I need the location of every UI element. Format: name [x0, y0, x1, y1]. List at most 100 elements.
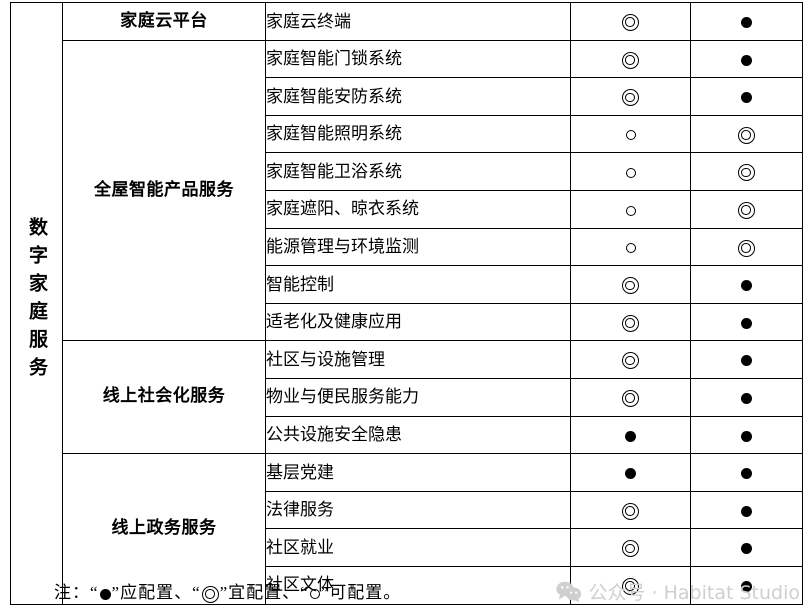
- table-row: 全屋智能产品服务 家庭智能门锁系统: [11, 39, 803, 342]
- requirement-cell-2: [690, 189, 803, 229]
- mark-filled-icon: [741, 581, 752, 593]
- item-name-cell: 能源管理与环境监测: [265, 227, 571, 267]
- mark-double-icon: [622, 502, 639, 520]
- requirement-cell-2: [690, 377, 803, 417]
- table-row: 线上政务服务 基层党建: [11, 453, 803, 605]
- legend-hollow-icon: [309, 589, 320, 600]
- vertical-category-label: 数字家庭服务: [10, 2, 63, 605]
- requirement-cell-1: [570, 528, 691, 567]
- item-name-cell: 公共设施安全隐患: [265, 415, 571, 455]
- item-name-cell: 智能控制: [265, 265, 571, 304]
- requirement-cell-2: [690, 340, 803, 379]
- mark-filled-icon: [625, 430, 636, 442]
- mark-filled-icon: [741, 468, 752, 480]
- requirement-cell-2: [690, 302, 803, 342]
- requirement-cell-1: [570, 377, 691, 417]
- item-name-cell: 基层党建: [265, 453, 571, 492]
- mark-filled-icon: [741, 92, 752, 104]
- table-row: 适老化及健康应用: [11, 302, 803, 342]
- group-label-cell: 线上社会化服务: [62, 340, 266, 455]
- item-name-cell: 家庭遮阳、晾衣系统: [265, 189, 571, 229]
- requirement-cell-1: [570, 490, 691, 530]
- group-label-cell: 家庭云平台: [62, 2, 266, 41]
- item-name-cell: 家庭智能门锁系统: [265, 39, 571, 79]
- item-name-cell: 适老化及健康应用: [265, 302, 571, 342]
- watermark: 公众号 · Habitat Studio: [555, 578, 801, 605]
- mark-double-icon: [622, 314, 639, 332]
- legend-double-icon: [201, 585, 219, 603]
- mark-double-icon: [738, 164, 755, 182]
- mark-filled-icon: [741, 543, 752, 555]
- mark-filled-icon: [741, 280, 752, 292]
- mark-filled-icon: [741, 505, 752, 517]
- requirement-cell-1: [570, 565, 691, 605]
- table-row: 公共设施安全隐患: [11, 415, 803, 455]
- requirement-cell-1: [570, 114, 691, 154]
- table-row: 社区就业: [11, 528, 803, 567]
- requirement-cell-1: [570, 227, 691, 267]
- requirement-cell-2: [690, 2, 803, 41]
- mark-hollow-icon: [625, 243, 636, 254]
- requirement-cell-1: [570, 340, 691, 379]
- mark-hollow-icon: [625, 167, 636, 178]
- footnote-prefix: 注：“: [54, 583, 99, 602]
- table-row: 家庭智能照明系统: [11, 114, 803, 154]
- mark-filled-icon: [741, 393, 752, 405]
- mark-hollow-icon: [625, 130, 636, 141]
- table-row: 物业与便民服务能力: [11, 377, 803, 417]
- legend-filled-icon: [99, 588, 111, 600]
- table-row: 数字家庭服务 家庭云平台 家庭云终端: [10, 2, 803, 605]
- item-name-cell: 家庭智能照明系统: [265, 114, 571, 154]
- mark-double-icon: [622, 51, 639, 69]
- table-row: 法律服务: [11, 490, 803, 530]
- requirement-cell-1: [570, 265, 691, 304]
- vertical-category-text: 数字家庭服务: [26, 216, 48, 385]
- table-row: 线上社会化服务 社区与设施管理: [11, 340, 803, 455]
- mark-double-icon: [622, 89, 639, 107]
- requirement-cell-2: [690, 77, 803, 116]
- group-label-cell: 全屋智能产品服务: [62, 39, 266, 342]
- footnote-part2: ”宜配置、“: [219, 583, 309, 602]
- table-row: 家庭遮阳、晾衣系统: [11, 189, 803, 229]
- item-name-cell: 家庭智能安防系统: [265, 77, 571, 116]
- requirement-cell-1: [570, 39, 691, 79]
- footnote-suffix: ”可配置。: [320, 583, 402, 602]
- mark-filled-icon: [741, 355, 752, 367]
- mark-double-icon: [622, 540, 639, 558]
- mark-double-icon: [738, 202, 755, 220]
- mark-filled-icon: [625, 468, 636, 480]
- watermark-text: 公众号 · Habitat Studio: [588, 582, 801, 604]
- requirement-cell-2: [690, 114, 803, 154]
- mark-double-icon: [622, 578, 639, 595]
- mark-double-icon: [738, 126, 755, 144]
- group-label-cell: 线上政务服务: [62, 453, 266, 605]
- requirement-cell-1: [570, 152, 691, 191]
- table-footnote: 注：“ ”应配置、“ ”宜配置、“ ”可配置。: [54, 578, 401, 603]
- requirement-cell-2: [690, 265, 803, 304]
- table-row: 智能控制: [11, 265, 803, 304]
- table-row: 家庭智能卫浴系统: [11, 152, 803, 191]
- item-name-cell: 法律服务: [265, 490, 571, 530]
- mark-filled-icon: [741, 54, 752, 66]
- mark-filled-icon: [741, 317, 752, 329]
- mark-double-icon: [622, 390, 639, 408]
- mark-double-icon: [622, 352, 639, 370]
- requirement-cell-1: [570, 415, 691, 455]
- requirement-cell-2: [690, 152, 803, 191]
- wechat-icon: [555, 581, 582, 602]
- requirement-cell-2: [690, 565, 803, 605]
- requirement-cell-2: [690, 415, 803, 455]
- table-body: 数字家庭服务 家庭云平台 家庭云终端 全屋智能产品服务 家庭智能门锁系统 家庭智能安防系统…: [10, 2, 803, 605]
- requirement-cell-1: [570, 189, 691, 229]
- item-name-cell: 家庭智能卫浴系统: [265, 152, 571, 191]
- requirement-cell-1: [570, 77, 691, 116]
- item-name-cell: 社区就业: [265, 528, 571, 567]
- item-name-cell: 物业与便民服务能力: [265, 377, 571, 417]
- requirement-cell-1: [570, 302, 691, 342]
- requirement-cell-1: [570, 2, 691, 41]
- requirement-cell-1: [570, 453, 691, 492]
- item-name-cell: 家庭云终端: [265, 2, 571, 41]
- footnote-part1: ”应配置、“: [111, 583, 201, 602]
- requirement-cell-2: [690, 490, 803, 530]
- mark-double-icon: [738, 239, 755, 257]
